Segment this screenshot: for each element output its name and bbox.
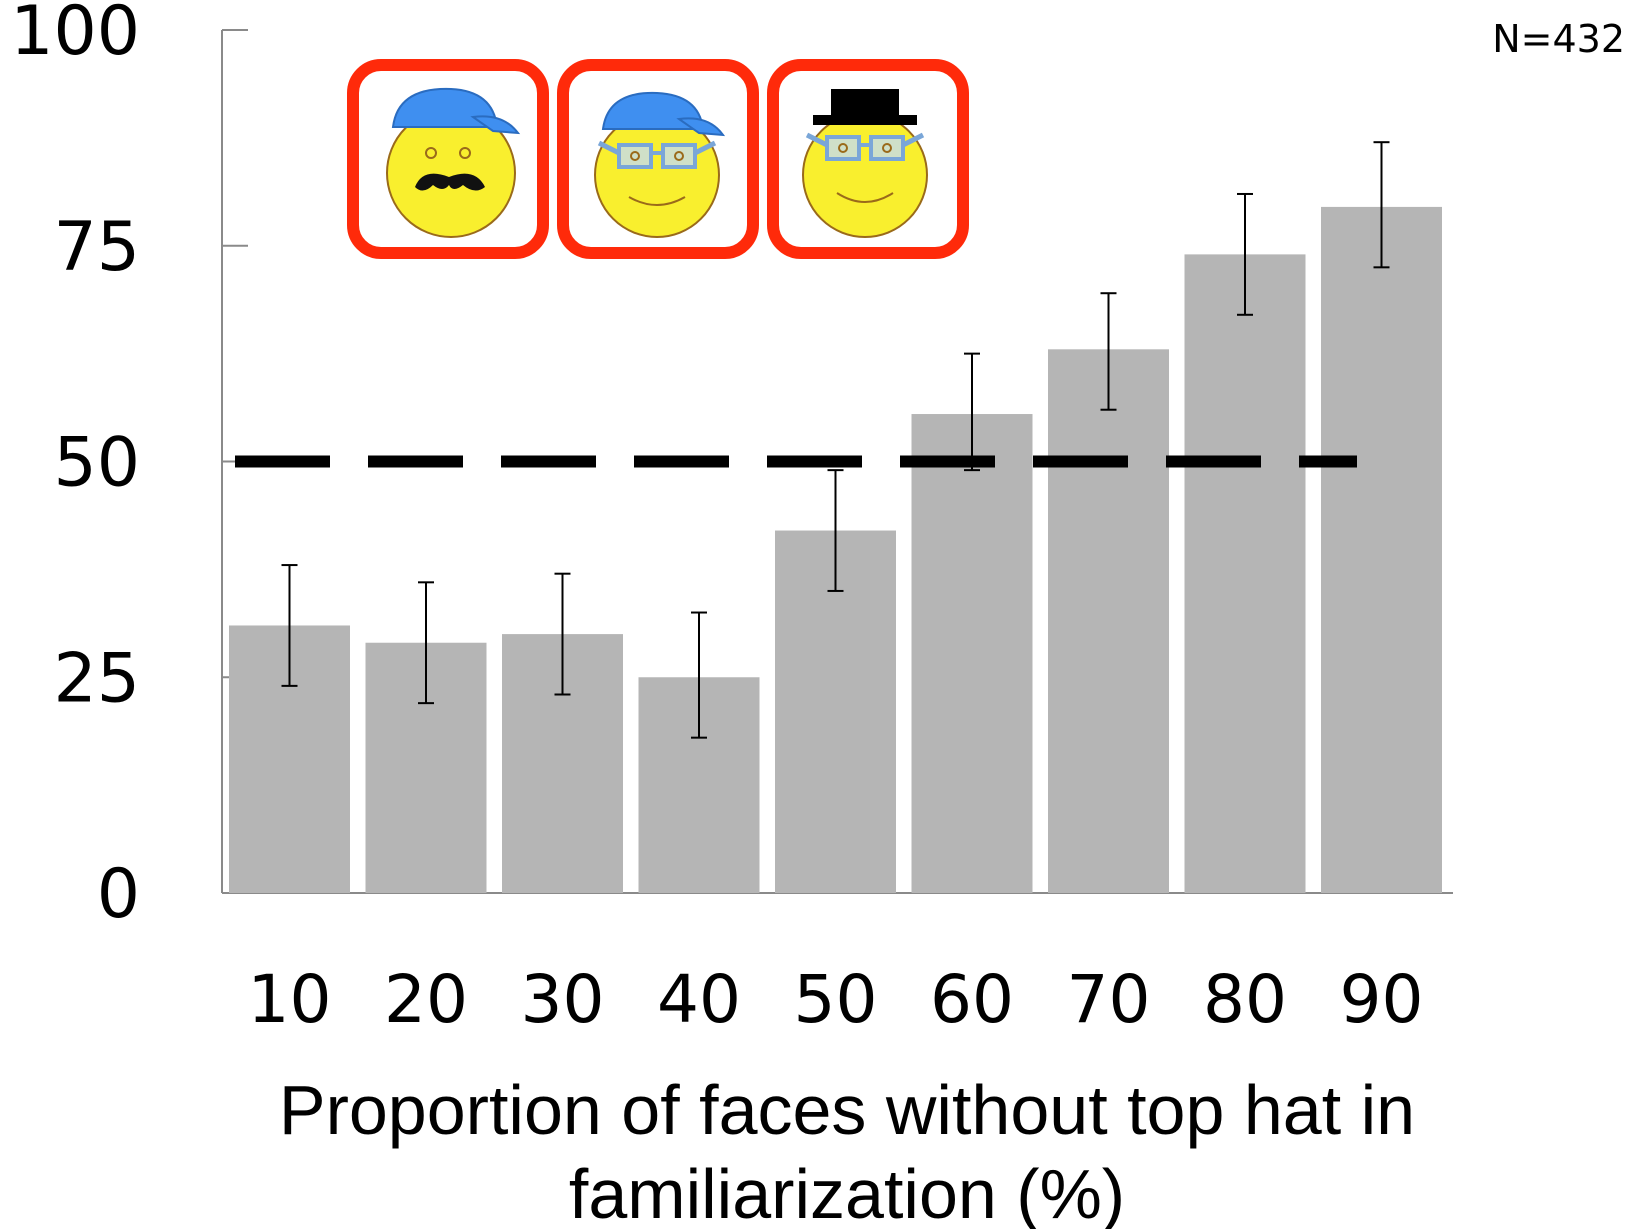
bar <box>911 414 1033 893</box>
x-tick-label: 50 <box>794 961 878 1038</box>
y-tick-label: 100 <box>10 0 140 71</box>
sample-size-annotation: N=432 <box>1492 17 1625 61</box>
x-tick-label: 40 <box>657 961 741 1038</box>
x-tick-label: 70 <box>1067 961 1151 1038</box>
x-axis-label-line-2: familiarization (%) <box>569 1155 1125 1229</box>
x-axis-label-line-1: Proportion of faces without top hat in <box>279 1071 1415 1149</box>
bar <box>1048 349 1169 893</box>
smiley-cap-glasses-icon <box>557 59 759 259</box>
smiley-tophat-glasses-icon <box>767 59 969 259</box>
y-tick-label: 50 <box>53 424 140 503</box>
x-tick-label: 60 <box>930 961 1014 1038</box>
x-tick-label: 80 <box>1203 961 1287 1038</box>
y-ticks: 0 25 50 75 100 <box>10 0 248 934</box>
y-tick-label: 75 <box>53 208 140 287</box>
smiley-cap-mustache-icon <box>347 59 549 259</box>
y-tick-label: 25 <box>53 639 140 718</box>
x-tick-label: 20 <box>384 961 468 1038</box>
bar <box>1321 206 1442 894</box>
x-tick-label: 30 <box>521 961 605 1038</box>
error-bars <box>281 141 1390 739</box>
bar <box>1184 254 1306 893</box>
x-tick-label: 10 <box>248 961 332 1038</box>
x-tick-label: 90 <box>1340 961 1424 1038</box>
x-ticks: 10 20 30 40 50 60 70 80 90 <box>248 961 1424 1038</box>
y-tick-label: 0 <box>97 855 140 934</box>
